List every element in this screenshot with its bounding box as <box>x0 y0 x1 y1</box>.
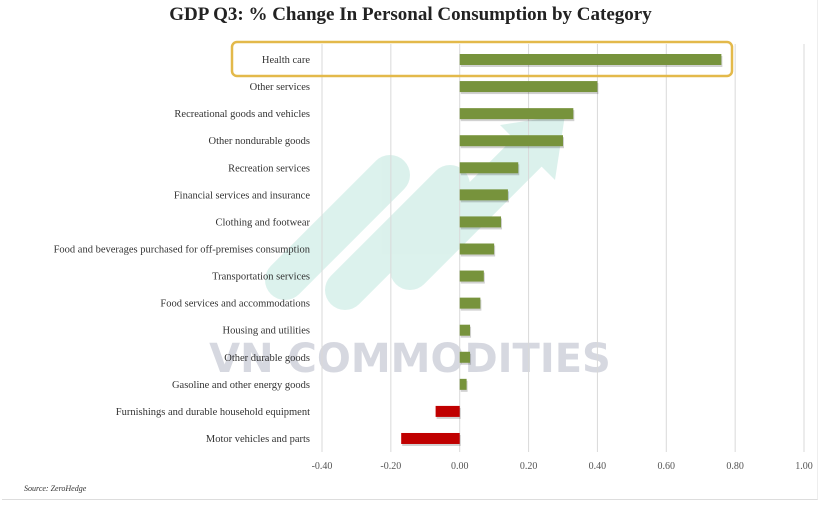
category-label: Financial services and insurance <box>174 190 310 201</box>
bar <box>459 297 481 309</box>
x-tick-label: -0.20 <box>380 461 401 472</box>
bar <box>401 432 460 444</box>
category-label: Health care <box>262 55 310 66</box>
x-tick-label: 0.00 <box>451 461 469 472</box>
category-label: Gasoline and other energy goods <box>172 380 310 391</box>
category-label: Recreational goods and vehicles <box>174 109 310 120</box>
bar <box>459 81 598 93</box>
category-label: Other services <box>250 82 310 93</box>
category-label: Food and beverages purchased for off-pre… <box>54 244 311 255</box>
watermark-text: VN COMMODITIES <box>209 336 611 382</box>
category-label: Food services and accommodations <box>160 299 310 310</box>
category-label: Furnishings and durable household equipm… <box>116 407 310 418</box>
highlight-box <box>230 40 734 78</box>
x-tick-label: 0.80 <box>726 461 744 472</box>
x-tick-label: 0.40 <box>589 461 607 472</box>
bar <box>459 378 467 390</box>
bar <box>459 351 471 363</box>
bar <box>459 54 722 65</box>
category-label: Transportation services <box>212 272 310 283</box>
bar <box>459 189 508 201</box>
bar <box>459 270 484 282</box>
bar <box>459 162 519 174</box>
category-label: Housing and utilities <box>223 326 311 337</box>
category-label: Clothing and footwear <box>216 217 311 228</box>
bar <box>459 216 502 228</box>
x-tick-label: 0.60 <box>658 461 676 472</box>
x-tick-label: 0.20 <box>520 461 538 472</box>
watermark-logo <box>265 115 565 310</box>
category-label: Other nondurable goods <box>209 136 310 147</box>
bar <box>459 108 574 120</box>
x-tick-label: -0.40 <box>312 461 333 472</box>
category-label: Other durable goods <box>224 353 310 364</box>
category-label: Motor vehicles and parts <box>206 434 310 445</box>
category-label: Recreation services <box>228 163 310 174</box>
bar <box>459 324 471 336</box>
bar <box>435 405 460 417</box>
chart-title: GDP Q3: % Change In Personal Consumption… <box>169 4 652 25</box>
x-tick-label: 1.00 <box>795 461 813 472</box>
source-note: Source: ZeroHedge <box>24 484 87 493</box>
bar <box>459 135 563 147</box>
bar <box>459 243 495 255</box>
